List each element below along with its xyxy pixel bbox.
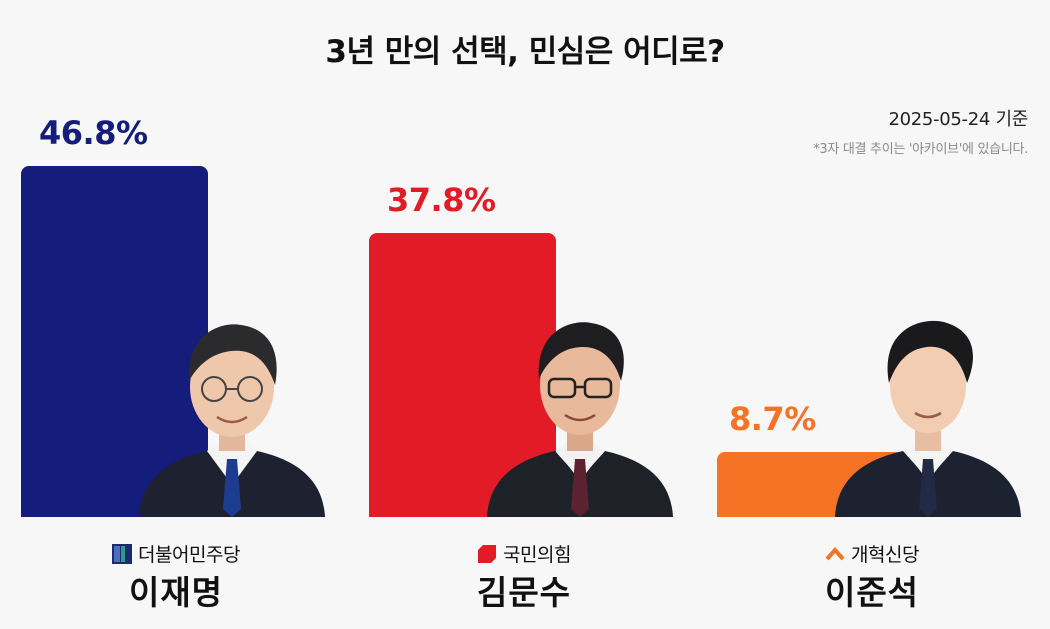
reference-date: 2025-05-24 기준 <box>888 109 1028 130</box>
value-label-lee-junseok: 8.7% <box>729 400 816 438</box>
value-label-kim-moonsoo: 37.8% <box>387 181 496 219</box>
candidate-column-lee-junseok: 8.7% 개혁신당 이준석 <box>717 0 1037 629</box>
candidate-name: 이준석 <box>824 573 920 612</box>
candidate-photo-kim-moonsoo <box>487 322 673 517</box>
chart-title: 3년 만의 선택, 민심은 어디로? <box>325 34 725 70</box>
reform-party-logo-icon <box>825 544 845 564</box>
minjoo-party-logo-icon <box>112 544 133 564</box>
party-name: 개혁신당 <box>851 544 919 566</box>
candidate-column-lee-jaemyung: 46.8% 더불어민주당 이재명 <box>21 0 341 629</box>
candidate-photo-lee-jaemyung <box>139 324 325 517</box>
candidate-column-kim-moonsoo: 37.8% 국민의힘 김문수 <box>369 0 689 629</box>
party-name: 국민의힘 <box>503 544 571 566</box>
candidate-photo-lee-junseok <box>835 320 1021 517</box>
ppp-party-logo-icon <box>477 544 497 564</box>
bar-lee-jaemyung <box>21 166 208 517</box>
party-label-democratic: 더불어민주당 <box>21 540 331 567</box>
candidate-name: 김문수 <box>476 573 572 612</box>
party-label-peoples-power: 국민의힘 <box>369 540 679 567</box>
candidate-name: 이재명 <box>128 573 224 612</box>
party-label-reform: 개혁신당 <box>717 540 1027 567</box>
value-label-lee-jaemyung: 46.8% <box>39 114 148 152</box>
archive-note: *3자 대결 추이는 '아카이브'에 있습니다. <box>813 142 1028 157</box>
party-name: 더불어민주당 <box>138 544 240 566</box>
